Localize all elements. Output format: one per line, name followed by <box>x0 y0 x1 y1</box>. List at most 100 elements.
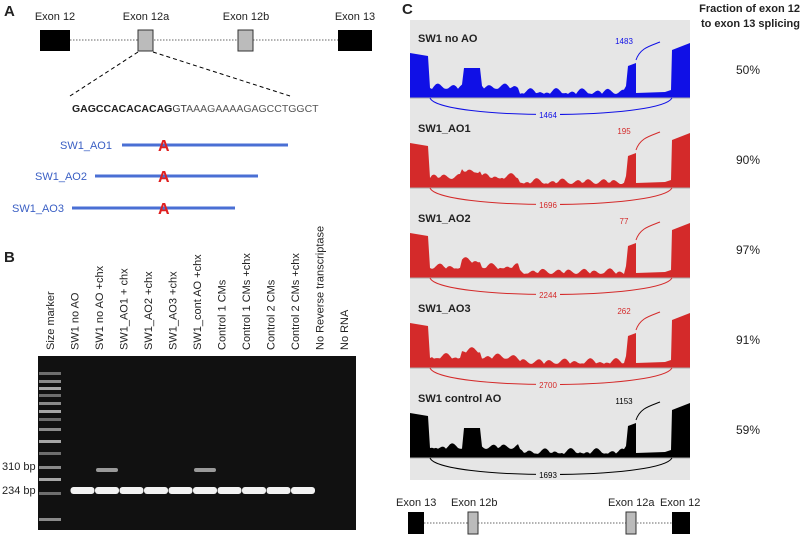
band-234 <box>119 487 144 494</box>
ladder-band <box>39 372 61 375</box>
lane-label: Control 1 CMs <box>217 279 229 350</box>
junction-label-bg <box>536 470 560 480</box>
zoom-line <box>152 51 291 97</box>
lane-label: Control 2 CMs <box>266 279 278 350</box>
exon-box <box>237 29 254 52</box>
lane-label: Size marker <box>45 291 57 350</box>
panel-label: B <box>4 249 15 266</box>
lane-label: SW1_cont AO +chx <box>192 254 204 350</box>
track-name: SW1_AO2 <box>418 213 471 225</box>
ladder-band <box>39 478 61 481</box>
gel-bands: Size marker SW1 no AO SW1 no AO +chx SW1_AO… <box>39 226 351 521</box>
zoom-line <box>69 51 139 97</box>
ladder-band <box>39 402 61 405</box>
band-234 <box>144 487 168 494</box>
oligo-name: SW1_AO3 <box>12 203 64 215</box>
junction-label: 262 <box>617 307 631 316</box>
junction-label-bg <box>612 396 636 406</box>
lane-label: SW1_AO2 +chx <box>143 271 155 350</box>
junction-label: 195 <box>617 127 631 136</box>
exon-label: Exon 12 <box>660 497 700 509</box>
junction-arc <box>635 311 661 331</box>
exon-box <box>625 511 637 535</box>
exon-label: Exon 12 <box>35 11 75 23</box>
junction-label-bg <box>536 110 560 120</box>
size-label: 310 bp <box>2 461 36 473</box>
junction-label: 77 <box>620 217 629 226</box>
band-234 <box>217 487 242 494</box>
junction-arc <box>635 41 661 61</box>
sequence-splice-site: GT <box>172 103 187 115</box>
ladder-band <box>39 452 61 455</box>
exon-label: Exon 13 <box>335 11 375 23</box>
fraction: 50% <box>736 63 760 77</box>
fraction: 97% <box>736 243 760 257</box>
fraction: 91% <box>736 333 760 347</box>
lane-label: No Reverse transcriptase <box>315 226 327 350</box>
junction-label-bg <box>612 306 636 316</box>
coverage <box>410 403 690 458</box>
sashimi-tracks: 1483 1464 SW1 no AO 50% 195 1696 SW1_AO1 90% 77 2… <box>410 33 760 480</box>
exon-label: Exon 12b <box>223 11 269 23</box>
band-310 <box>194 468 216 472</box>
junction-label-bg <box>536 200 560 210</box>
ladder-band <box>39 428 61 431</box>
size-label: 234 bp <box>2 485 36 497</box>
oligo-mismatch: A <box>158 138 170 155</box>
sequence-intron: AAAGAAAAGAGCCTGGCT <box>186 103 319 115</box>
coverage <box>410 313 690 368</box>
oligo-mismatch: A <box>158 169 170 186</box>
coverage <box>410 133 690 188</box>
band-310 <box>96 468 118 472</box>
junction-label: 2700 <box>539 381 557 390</box>
exon-label: Exon 13 <box>396 497 436 509</box>
track-name: SW1_AO1 <box>418 123 471 135</box>
lane-label: SW1 no AO +chx <box>94 265 106 350</box>
ladder-band <box>39 394 61 397</box>
coverage <box>410 43 690 98</box>
band-234 <box>95 487 119 494</box>
track-name: SW1_AO3 <box>418 303 471 315</box>
ladder-band <box>39 466 61 469</box>
ladder-band <box>39 418 61 421</box>
ladder-band <box>39 387 61 390</box>
lane-label: Control 2 CMs +chx <box>290 253 302 350</box>
junction-label-bg <box>536 290 560 300</box>
fraction: 90% <box>736 153 760 167</box>
exon-label: Exon 12a <box>608 497 655 509</box>
oligo-mismatch: A <box>158 201 170 218</box>
junction-arc <box>635 221 661 241</box>
ladder-band <box>39 518 61 521</box>
lane-label: SW1 no AO <box>70 292 82 350</box>
band-234 <box>291 487 315 494</box>
lane-label: Control 1 CMs +chx <box>241 253 253 350</box>
lane-label: No RNA <box>339 309 351 350</box>
junction-label: 2244 <box>539 291 557 300</box>
junction-label-bg <box>612 126 636 136</box>
sequence: GAGCCACACACAGGTAAAGAAAAGAGCCTGGCT <box>72 103 319 115</box>
exon-box <box>408 512 424 534</box>
band-234 <box>242 487 266 494</box>
junction-label: 1483 <box>615 37 633 46</box>
exon-box <box>137 29 154 52</box>
track-name: SW1 control AO <box>418 393 502 405</box>
exon-label: Exon 12a <box>123 11 170 23</box>
ladder-band <box>39 492 61 495</box>
exon-label: Exon 12b <box>451 497 497 509</box>
exon-box <box>40 30 70 51</box>
band-234 <box>168 487 193 494</box>
junction-arc <box>635 401 661 421</box>
band-234 <box>70 487 95 494</box>
junction-label-bg <box>612 36 636 46</box>
sequence-exon: GAGCCACACACAG <box>72 103 172 115</box>
oligos: SW1_AO1 A SW1_AO2 A SW1_AO3 A <box>12 138 288 218</box>
junction-label: 1696 <box>539 201 557 210</box>
fraction-header: Fraction of exon 12 <box>699 3 800 15</box>
band-234 <box>266 487 291 494</box>
fraction-header: to exon 13 splicing <box>701 18 800 30</box>
oligo-name: SW1_AO1 <box>60 140 112 152</box>
junction-arc <box>635 131 661 151</box>
lane-label: SW1_AO3 +chx <box>168 271 180 350</box>
panel-label: A <box>4 3 15 20</box>
